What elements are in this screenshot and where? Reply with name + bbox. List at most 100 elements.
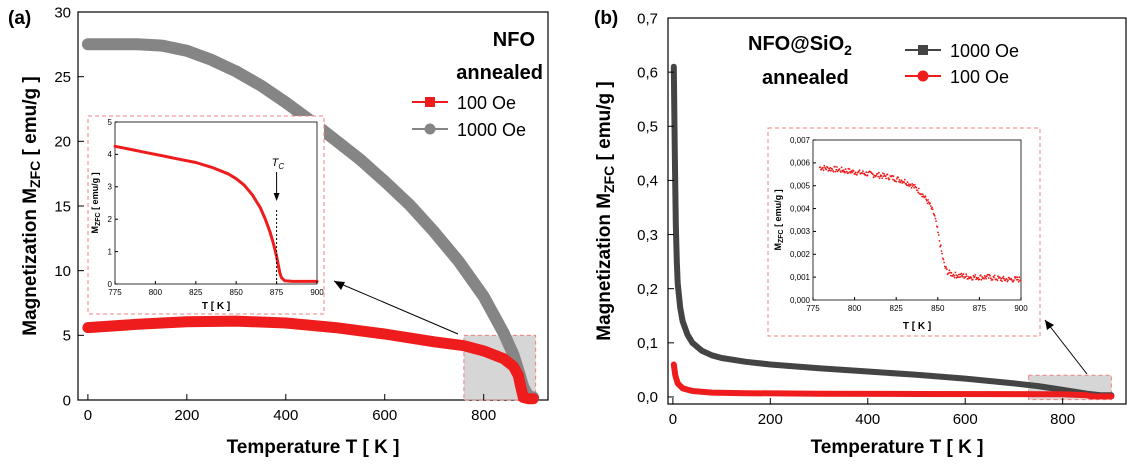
inset-b-point bbox=[875, 174, 878, 177]
inset-b-point bbox=[897, 176, 900, 179]
legend-b-1000-marker bbox=[918, 45, 928, 55]
inset-a-curve bbox=[113, 144, 319, 283]
inset-b-point bbox=[866, 174, 869, 177]
x-tick-label: 775 bbox=[108, 288, 122, 297]
inset-b-point bbox=[945, 266, 947, 268]
inset-b-point bbox=[1017, 280, 1020, 283]
x-tick-label: 850 bbox=[230, 288, 244, 297]
inset-b-point bbox=[877, 175, 880, 178]
x-tick-label: 600 bbox=[953, 411, 978, 428]
inset-b-point bbox=[916, 189, 919, 192]
inset-b-point bbox=[989, 274, 991, 277]
inset-b-point bbox=[959, 273, 961, 276]
inset-b-point bbox=[952, 273, 955, 276]
inset-b-point bbox=[931, 206, 933, 209]
inset-b-point bbox=[907, 183, 910, 186]
y-tick-label: 0,5 bbox=[637, 119, 658, 136]
panel-b-inset-y-label: MZFC [ emu/g ] bbox=[773, 189, 785, 250]
legend-b-100-label: 100 Oe bbox=[950, 67, 1009, 87]
y-tick-label: 0,2 bbox=[637, 281, 658, 298]
tc-arrow-head bbox=[273, 193, 280, 201]
panel-b-series bbox=[670, 63, 1115, 400]
inset-b-point bbox=[958, 276, 961, 278]
inset-b-point bbox=[885, 177, 888, 180]
inset-b-point bbox=[1019, 280, 1022, 282]
y-tick-label: 0,6 bbox=[637, 64, 658, 81]
panel-b-inset-series bbox=[818, 164, 1022, 283]
inset-b-point bbox=[854, 171, 857, 174]
panel-a-tag: (a) bbox=[8, 8, 31, 29]
y-tick-label: 0,001 bbox=[790, 273, 811, 282]
y-tick-label: 0,003 bbox=[790, 227, 811, 236]
inset-b-point bbox=[917, 191, 920, 194]
legend-b-1000-label: 1000 Oe bbox=[950, 41, 1019, 61]
x-tick-label: 875 bbox=[973, 304, 987, 313]
y-tick-label: 0,4 bbox=[637, 173, 658, 190]
panel-b-inset-x-label: T [ K ] bbox=[903, 321, 931, 332]
inset-b-point bbox=[898, 178, 901, 181]
inset-b-point bbox=[978, 278, 981, 281]
panel-b-zoom-arrow-head bbox=[1045, 320, 1054, 330]
y-tick-label: 1 bbox=[108, 247, 113, 256]
panel-b: (b) 0 200 400 600 800 0,00,10,20,30,40,50,60… bbox=[594, 8, 1127, 458]
inset-b-point bbox=[943, 261, 945, 264]
panel-a-x-ticks: 0 200 400 600 800 bbox=[84, 394, 496, 424]
inset-b-point bbox=[823, 164, 826, 167]
inset-b-point bbox=[927, 201, 930, 204]
inset-b-point bbox=[953, 274, 955, 277]
inset-b-point bbox=[996, 279, 999, 282]
inset-b-point bbox=[999, 276, 1001, 279]
inset-b-point bbox=[937, 234, 940, 236]
y-tick-label: 10 bbox=[54, 263, 71, 280]
x-tick-label: 800 bbox=[848, 304, 862, 313]
inset-b-point bbox=[929, 205, 932, 207]
inset-b-point bbox=[983, 277, 985, 280]
inset-b-point bbox=[1003, 277, 1005, 280]
inset-b-point bbox=[960, 272, 963, 275]
inset-b-point bbox=[822, 169, 825, 172]
inset-b-point bbox=[876, 172, 879, 175]
legend-a-1000-label: 1000 Oe bbox=[457, 120, 526, 140]
inset-b-point bbox=[993, 274, 996, 277]
inset-b-point bbox=[846, 170, 848, 173]
inset-b-point bbox=[878, 177, 881, 180]
legend-a-100-label: 100 Oe bbox=[457, 93, 516, 113]
inset-b-point bbox=[872, 176, 875, 179]
inset-b-point bbox=[881, 177, 884, 180]
inset-b-point bbox=[834, 165, 836, 168]
inset-b-point bbox=[985, 277, 987, 280]
inset-b-point bbox=[865, 171, 868, 174]
panel-a-zoom-arrow-head bbox=[334, 281, 345, 290]
y-tick-label: 4 bbox=[108, 150, 113, 159]
inset-b-point bbox=[959, 275, 962, 278]
y-tick-label: 0,006 bbox=[790, 159, 811, 168]
inset-b-point bbox=[957, 276, 959, 279]
inset-b-point bbox=[828, 169, 831, 172]
y-tick-label: 0,3 bbox=[637, 227, 658, 244]
inset-b-point bbox=[1002, 275, 1005, 278]
inset-b-point bbox=[979, 274, 982, 276]
inset-b-point bbox=[936, 226, 939, 228]
inset-b-point bbox=[941, 252, 943, 255]
inset-b-point bbox=[828, 167, 830, 170]
panel-a-sample-label: NFO bbox=[493, 29, 535, 51]
y-tick-label: 20 bbox=[54, 134, 71, 151]
y-tick-label: 30 bbox=[54, 4, 71, 21]
inset-b-point bbox=[904, 178, 906, 181]
inset-b-point bbox=[912, 184, 915, 186]
inset-b-point bbox=[953, 276, 956, 279]
y-tick-label: 15 bbox=[54, 198, 71, 215]
inset-b-point bbox=[836, 166, 838, 168]
inset-b-point bbox=[900, 179, 903, 182]
inset-b-point bbox=[1011, 279, 1013, 281]
x-tick-label: 900 bbox=[1014, 304, 1028, 313]
legend-a-1000-marker bbox=[424, 123, 436, 135]
y-tick-label: 0,002 bbox=[790, 250, 811, 259]
panel-b-x-ticks: 0 200 400 600 800 bbox=[669, 398, 1075, 428]
y-tick-label: 3 bbox=[108, 183, 113, 192]
x-tick-label: 875 bbox=[270, 288, 284, 297]
x-tick-label: 800 bbox=[1050, 411, 1075, 428]
y-tick-label: 0 bbox=[63, 392, 71, 409]
panel-a-zoom-arrow bbox=[333, 280, 459, 335]
inset-b-point bbox=[840, 166, 843, 169]
